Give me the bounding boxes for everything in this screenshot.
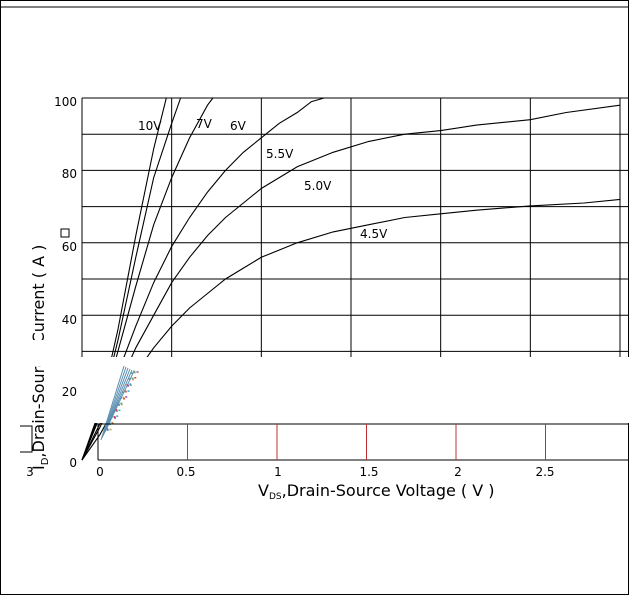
x-tick-label: 3: [26, 465, 34, 479]
glitch-pixel: [125, 396, 128, 398]
series-label-5-5v: 5.5V: [266, 147, 294, 161]
glitch-pixel: [120, 402, 123, 405]
glitch-pixel: [106, 428, 109, 430]
x-tick-labels: 0 0.5 1 1.5 2 2.5 3: [26, 465, 554, 479]
x-axis-title: VDS,Drain-Source Voltage ( V ): [258, 481, 495, 502]
x-axis-subscript: DS: [269, 492, 282, 502]
glitch-pixel: [131, 377, 134, 380]
series-label-6v: 6V: [230, 119, 247, 133]
x-tick-label: 0: [96, 465, 104, 479]
glitch-pixel: [122, 391, 124, 394]
series-label-7v: 7V: [196, 117, 213, 131]
glitch-pixel: [113, 416, 116, 418]
y-title-mask: [20, 340, 48, 366]
y-axis-subscript: D: [40, 457, 51, 465]
grid-lines: [81, 97, 629, 357]
x-tick-label: 0.5: [176, 465, 195, 479]
x-tick-label: 2.5: [535, 465, 554, 479]
y-title-mask-top: [20, 150, 46, 188]
glitch-pixel: [136, 371, 139, 373]
y-tick-label: 80: [62, 167, 77, 181]
glitch-pixel: [118, 409, 121, 412]
x-tick-label: 2: [454, 465, 462, 479]
glitch-pixel: [131, 372, 133, 374]
glitch-pixel: [132, 378, 134, 381]
glitch-curve-fragment: [102, 367, 129, 437]
glitch-pixel: [115, 409, 118, 411]
strip-left-fragment: [20, 425, 33, 453]
glitch-curve-fragment: [100, 365, 125, 441]
glitch-pixel: [122, 396, 125, 399]
y-tick-label: 40: [62, 313, 77, 327]
y-axis-symbol: I: [29, 465, 48, 470]
glitch-pixel: [109, 428, 112, 431]
glitch-pixel: [124, 391, 127, 393]
glitch-pixel: [127, 390, 130, 392]
glitch-pixel: [129, 383, 132, 385]
glitch-pixel: [111, 421, 114, 424]
glitch-pixel: [123, 398, 125, 400]
plot-area: 10V 7V 6V 5.5V 5.0V 4.5V: [81, 97, 629, 461]
glitch-curve-fragment: [101, 366, 127, 439]
y-tick-labels: 0 20 40 60 80 100: [54, 95, 77, 470]
glitch-pixel: [127, 385, 129, 387]
series-label-5-0v: 5.0V: [304, 179, 332, 193]
glitch-pixel: [114, 417, 116, 419]
x-tick-label: 1.5: [359, 465, 378, 479]
legend-square-marker: [60, 228, 70, 238]
y-tick-label: 100: [54, 95, 77, 109]
glitch-curve-fragment: [105, 370, 135, 431]
glitch-pixel: [129, 384, 132, 387]
y-tick-label: 0: [69, 456, 77, 470]
glitch-artifacts: [100, 365, 139, 441]
series-labels: 10V 7V 6V 5.5V 5.0V 4.5V: [138, 117, 388, 241]
glitch-pixel: [133, 371, 136, 374]
x-axis-label: ,Drain-Source Voltage ( V ): [282, 481, 495, 500]
glitch-pixel: [134, 377, 137, 379]
y-tick-label: 60: [62, 240, 77, 254]
series-label-4-5v: 4.5V: [360, 227, 388, 241]
baseline-strip: [20, 423, 629, 461]
glitch-pixel: [116, 415, 119, 417]
series-label-10v: 10V: [138, 119, 162, 133]
x-axis-symbol: V: [258, 481, 269, 500]
x-tick-label: 1: [274, 465, 282, 479]
glitch-band: [1, 357, 629, 423]
glitch-pixel: [106, 429, 109, 431]
glitch-pixel: [120, 403, 123, 406]
series-line-5-0v: [81, 104, 621, 461]
glitch-pixel: [118, 404, 120, 406]
glitch-pixel: [115, 410, 118, 412]
y-tick-label: 20: [62, 385, 77, 399]
